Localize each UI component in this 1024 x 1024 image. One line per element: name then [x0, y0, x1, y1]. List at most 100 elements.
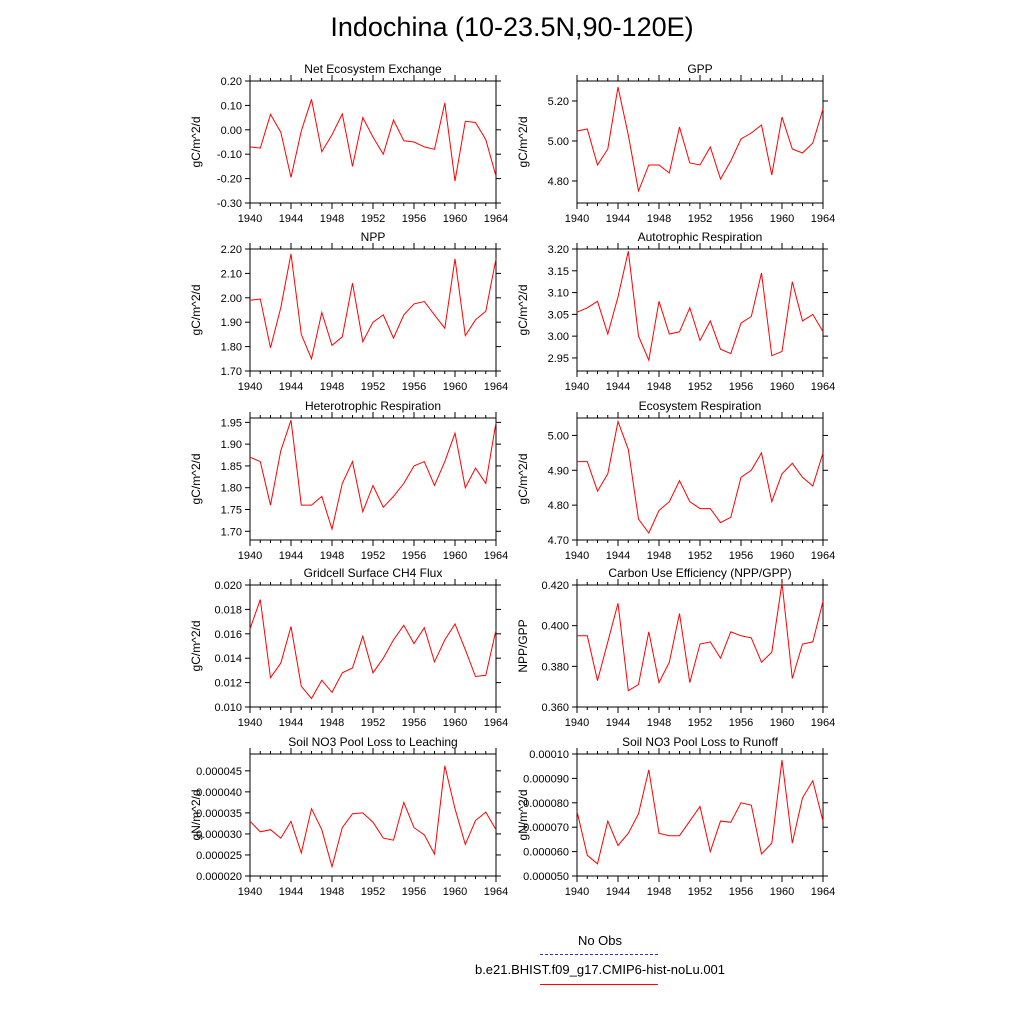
x-tick-label: 1964 [484, 213, 508, 225]
series-line [249, 599, 497, 700]
series-line [577, 419, 824, 534]
plot-frame [249, 248, 497, 372]
plot-frame [249, 584, 497, 708]
legend-obs-line [540, 954, 658, 955]
legend-obs-label: No Obs [577, 933, 623, 948]
plot-frame [576, 584, 824, 708]
y-tick-label: 0.420 [541, 580, 569, 592]
x-tick-label: 1956 [729, 550, 753, 562]
x-tick-label: 1960 [443, 381, 467, 393]
y-tick-label: 4.80 [548, 176, 569, 188]
y-tick-label: 1.80 [221, 483, 242, 495]
plot-frame [249, 417, 497, 541]
x-tick-label: 1964 [811, 213, 835, 225]
x-tick-label: 1940 [238, 213, 262, 225]
y-tick-label: 0.360 [541, 702, 569, 714]
y-tick-label: 0.000035 [196, 808, 242, 820]
x-tick-label: 1952 [361, 886, 385, 898]
x-tick-label: 1940 [565, 886, 589, 898]
panel-title: Soil NO3 Pool Loss to Leaching [288, 735, 457, 749]
x-tick-label: 1964 [811, 550, 835, 562]
y-tick-label: 1.80 [221, 342, 242, 354]
x-tick-label: 1956 [402, 717, 426, 729]
y-tick-label: 5.00 [548, 430, 569, 442]
y-tick-label: 0.10 [221, 100, 242, 112]
y-tick-label: -0.10 [217, 149, 242, 161]
y-tick-label: 0.014 [214, 653, 242, 665]
y-axis-label: NPP/GPP [516, 619, 530, 672]
x-tick-label: 1960 [770, 717, 794, 729]
y-tick-label: 3.00 [548, 331, 569, 343]
panel-1: Net Ecosystem Exchange gC/m^2/d -0.30 -0.20… [189, 62, 508, 225]
x-tick-label: 1948 [647, 717, 671, 729]
page-title: Indochina (10-23.5N,90-120E) [330, 12, 694, 42]
y-tick-label: 5.00 [548, 136, 569, 148]
panel-title: Ecosystem Respiration [639, 399, 762, 413]
x-tick-label: 1952 [688, 886, 712, 898]
panel-title: Gridcell Surface CH4 Flux [304, 566, 443, 580]
panel-title: Net Ecosystem Exchange [304, 62, 442, 76]
x-tick-label: 1948 [647, 550, 671, 562]
y-axis-label: gC/m^2/d [516, 285, 530, 336]
plot-frame [576, 417, 824, 541]
series-line [576, 760, 824, 865]
y-tick-label: 4.70 [548, 535, 569, 547]
panel-5: Heterotrophic Respiration gC/m^2/d 1.70 1.7… [189, 399, 508, 562]
x-tick-label: 1956 [402, 550, 426, 562]
y-tick-label: 0.000060 [523, 847, 569, 859]
y-axis-label: gC/m^2/d [189, 117, 203, 168]
x-tick-label: 1944 [606, 717, 630, 729]
x-tick-label: 1940 [565, 550, 589, 562]
y-tick-label: -0.20 [217, 174, 242, 186]
x-tick-label: 1944 [279, 381, 303, 393]
series-line [249, 420, 497, 532]
series-line [577, 582, 824, 692]
y-tick-label: 0.010 [214, 702, 242, 714]
panel-title: NPP [361, 230, 386, 244]
x-tick-label: 1964 [484, 381, 508, 393]
panel-2: GPP gC/m^2/d 4.80 5.00 5.20 1940 1944 1948 1952 1… [516, 62, 835, 225]
plot-frame [249, 80, 497, 204]
x-tick-label: 1960 [770, 213, 794, 225]
y-tick-label: 1.95 [221, 417, 242, 429]
x-tick-label: 1952 [361, 381, 385, 393]
series-line [249, 99, 497, 182]
y-tick-label: 0.000040 [196, 787, 242, 799]
y-tick-label: 0.016 [214, 629, 242, 641]
y-tick-label: 3.15 [548, 266, 569, 278]
y-tick-label: 2.20 [221, 244, 242, 256]
x-tick-label: 1960 [443, 550, 467, 562]
y-tick-label: 0.020 [214, 580, 242, 592]
x-tick-label: 1940 [238, 717, 262, 729]
y-tick-label: 3.05 [548, 309, 569, 321]
y-tick-label: 0.00010 [529, 749, 569, 761]
x-tick-label: 1948 [320, 886, 344, 898]
y-tick-label: 1.85 [221, 461, 242, 473]
y-tick-label: 1.75 [221, 505, 242, 517]
panel-title: Heterotrophic Respiration [305, 399, 441, 413]
x-tick-label: 1940 [238, 381, 262, 393]
x-tick-label: 1944 [279, 886, 303, 898]
x-tick-label: 1964 [484, 550, 508, 562]
x-tick-label: 1960 [770, 381, 794, 393]
y-axis-label: gC/m^2/d [189, 285, 203, 336]
y-axis-label: gC/m^2/d [189, 621, 203, 672]
y-axis-label: gN/m^2/d [189, 790, 203, 841]
x-tick-label: 1944 [606, 381, 630, 393]
x-tick-label: 1960 [443, 886, 467, 898]
y-tick-label: 0.000080 [523, 798, 569, 810]
x-tick-label: 1964 [811, 381, 835, 393]
panel-7: Gridcell Surface CH4 Flux gC/m^2/d 0.010 0.… [189, 566, 508, 729]
x-tick-label: 1956 [729, 886, 753, 898]
x-tick-label: 1944 [606, 886, 630, 898]
y-tick-label: 1.70 [221, 366, 242, 378]
x-tick-label: 1964 [811, 717, 835, 729]
x-tick-label: 1964 [484, 717, 508, 729]
x-tick-label: 1944 [279, 213, 303, 225]
y-tick-label: 0.20 [221, 76, 242, 88]
series-line [249, 253, 497, 361]
y-tick-label: 2.10 [221, 268, 242, 280]
x-tick-label: 1948 [320, 213, 344, 225]
y-tick-label: 4.90 [548, 465, 569, 477]
